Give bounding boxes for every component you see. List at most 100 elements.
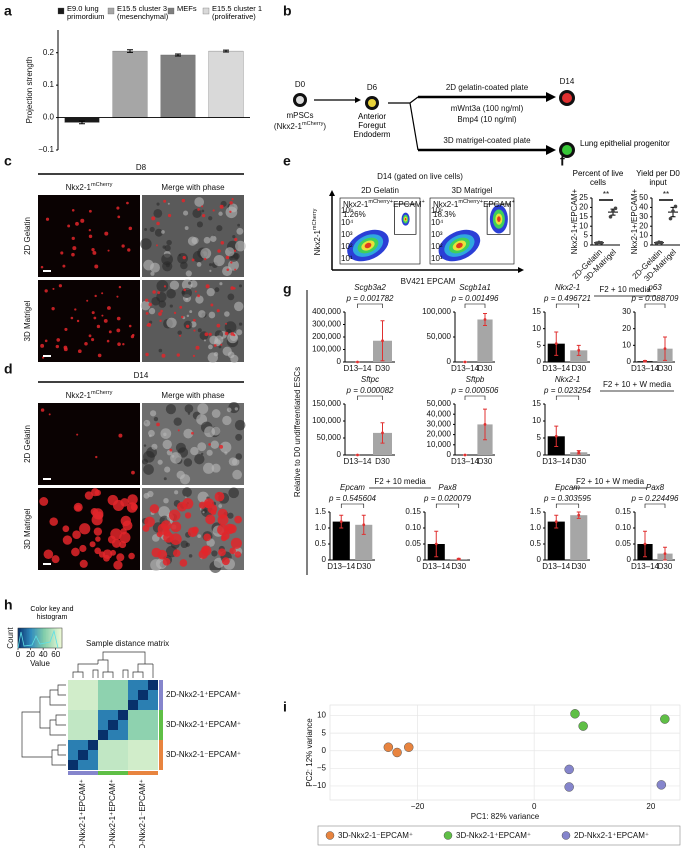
text-part: ) xyxy=(323,122,326,131)
cell-signal xyxy=(94,547,101,555)
heatmap-cell xyxy=(118,720,128,730)
gate xyxy=(394,203,417,235)
cell-signal xyxy=(226,268,230,272)
stage-cells: Anterior Foregut Endoderm xyxy=(353,112,391,139)
texture xyxy=(166,239,172,246)
superscript: + xyxy=(422,199,425,205)
x-tick-label: D13–14 xyxy=(631,562,660,571)
heatmap-cell xyxy=(88,730,98,740)
y-tick-label: 50,000 xyxy=(427,332,452,341)
cell-signal xyxy=(231,197,234,201)
chart-title: Nkx2-1 xyxy=(555,283,580,292)
heatmap-cell xyxy=(118,750,128,760)
data-point xyxy=(613,206,618,211)
cell-signal xyxy=(195,345,200,350)
texture xyxy=(197,442,207,452)
stage-label: D0 xyxy=(295,80,306,89)
heatmap-cell xyxy=(148,690,158,700)
bar xyxy=(477,319,493,362)
cell-signal xyxy=(44,339,48,343)
y-tick-label: 40 xyxy=(639,203,648,212)
cell-signal xyxy=(173,311,177,315)
point xyxy=(404,742,414,752)
y-tick-label: 0.15 xyxy=(615,507,631,516)
point xyxy=(570,709,580,719)
texture xyxy=(208,344,213,350)
x-tick-label: D13–14 xyxy=(343,364,372,373)
cell-signal xyxy=(192,318,196,322)
y-tick-label: 0.0 xyxy=(43,113,55,122)
texture xyxy=(165,404,177,415)
texture xyxy=(208,311,216,319)
key-histogram xyxy=(17,629,59,649)
heatmap-cell xyxy=(118,700,128,710)
significance-bracket xyxy=(555,303,580,308)
heatmap-cell xyxy=(98,710,108,720)
column-label: Nkx2-1mCherry xyxy=(66,390,113,400)
texture xyxy=(164,244,171,252)
cell-signal xyxy=(156,422,160,427)
y-tick-label: 0.15 xyxy=(405,507,421,516)
texture xyxy=(200,247,212,259)
value-dot xyxy=(643,359,647,363)
y-tick-label: 0 xyxy=(537,450,542,459)
texture xyxy=(214,335,224,345)
cell-signal xyxy=(62,535,73,545)
cell-signal xyxy=(177,429,180,432)
cell-signal xyxy=(220,240,225,245)
text-part: EPCAM xyxy=(483,200,512,209)
chart-title: Scgb3a2 xyxy=(354,283,386,292)
cell-signal xyxy=(79,559,88,568)
value-dot xyxy=(577,348,581,352)
flow-tick: 10³ xyxy=(341,230,353,239)
texture xyxy=(158,348,163,353)
cell-signal xyxy=(64,327,68,332)
cell-signal xyxy=(88,334,92,338)
density xyxy=(497,216,501,222)
y-tick-label: 20 xyxy=(639,221,648,230)
texture xyxy=(219,282,223,286)
cell-signal xyxy=(156,244,158,247)
cell-signal xyxy=(74,308,77,311)
y-tick-label: 20 xyxy=(579,203,588,212)
heatmap-cell xyxy=(68,740,78,750)
arrow-head xyxy=(355,97,361,103)
texture xyxy=(189,310,193,314)
value-dot xyxy=(663,347,667,351)
cell-signal xyxy=(91,311,95,315)
y-tick-label: 0 xyxy=(537,357,542,366)
y-tick-label: 0.05 xyxy=(405,539,421,548)
heatmap-cell xyxy=(98,700,108,710)
cell-signal xyxy=(180,315,184,319)
cell-signal xyxy=(80,218,85,223)
heatmap-cell xyxy=(138,750,148,760)
text-part: Nkx2-1 xyxy=(313,230,322,256)
cell-signal xyxy=(116,316,121,321)
texture xyxy=(142,458,149,465)
y-tick-label: 5 xyxy=(584,231,589,240)
value-dot xyxy=(554,434,558,438)
cell-signal xyxy=(203,498,214,509)
key-swatch xyxy=(28,628,31,648)
cell-signal xyxy=(88,229,92,232)
flow-tick: 10² xyxy=(341,242,353,251)
x-tick-label: D13–14 xyxy=(451,364,480,373)
heatmap-cell xyxy=(98,680,108,690)
x-tick-label: 20 xyxy=(646,802,655,811)
heatmap-cell xyxy=(98,690,108,700)
bar xyxy=(570,350,588,362)
heatmap-cell xyxy=(78,690,88,700)
texture xyxy=(158,300,167,308)
cell-signal xyxy=(62,264,66,268)
texture xyxy=(164,466,171,473)
cell-signal xyxy=(92,251,97,255)
x-tick-label: D13–14 xyxy=(542,364,571,373)
cell-signal xyxy=(107,249,110,252)
heatmap-cell xyxy=(68,680,78,690)
y-tick-label: 5 xyxy=(322,728,327,737)
value-dot xyxy=(483,423,487,426)
point xyxy=(392,747,402,758)
cell-signal xyxy=(208,332,212,336)
heatmap-cell xyxy=(68,720,78,730)
